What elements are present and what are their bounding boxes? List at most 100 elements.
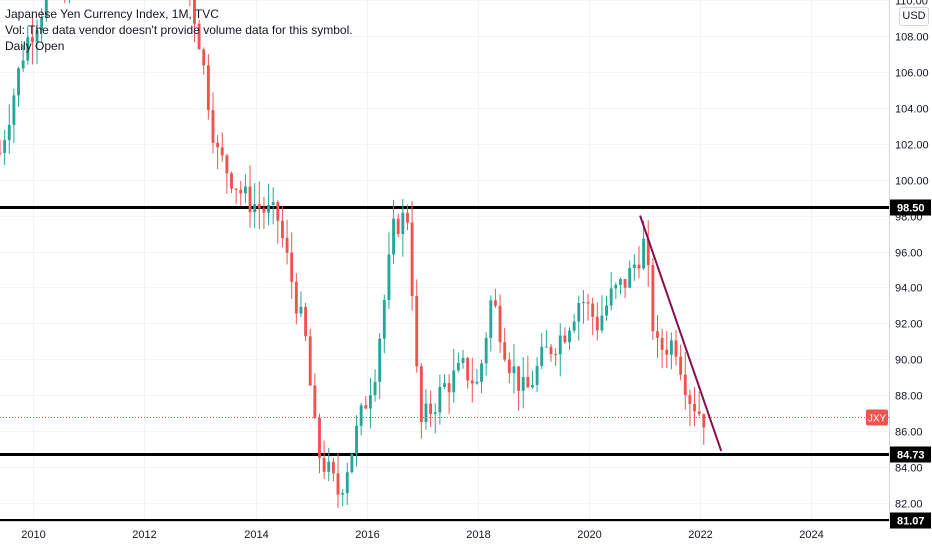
candle-body: [17, 68, 20, 96]
candle-body: [433, 412, 437, 414]
symbol-tag-bg: [866, 409, 888, 426]
candle-body: [549, 346, 553, 355]
candle-body: [350, 453, 354, 473]
candle-body: [526, 377, 530, 388]
candle-body: [322, 457, 326, 472]
chart-legend: Japanese Yen Currency Index, 1M, TVC Vol…: [5, 6, 353, 54]
candle-body: [600, 315, 604, 331]
price-tick-label: 106.00: [895, 68, 929, 80]
candle-body: [341, 493, 345, 495]
candle-body: [392, 218, 396, 255]
time-tick-label: 2014: [244, 529, 268, 541]
candle-body: [456, 362, 460, 371]
candle-body: [243, 186, 247, 194]
volume-note: Vol: The data vendor doesn't provide vol…: [5, 23, 353, 37]
candle-body: [660, 337, 664, 350]
price-axis[interactable]: 82.00 84.00 86.00 88.00 90.00 92.00 94.00 96.00…: [889, 0, 932, 550]
candle-body: [364, 405, 368, 409]
candle-body: [410, 222, 414, 297]
level-label-bg: [890, 512, 931, 529]
candle-body: [406, 212, 409, 223]
time-tick-label: 2024: [799, 529, 823, 541]
price-tick-label: 108.00: [895, 32, 929, 44]
candle-body: [345, 472, 349, 494]
level-label-bg: [890, 199, 931, 216]
candle-body: [540, 346, 544, 366]
candle-body: [614, 284, 618, 289]
symbol-tag: JXY: [866, 409, 888, 426]
chart-title: Japanese Yen Currency Index, 1M, TVC: [5, 7, 219, 21]
candle-body: [248, 186, 252, 213]
candle-body: [267, 204, 270, 213]
candle-body: [646, 238, 650, 266]
candle-body: [3, 140, 7, 153]
candle-body: [359, 405, 363, 426]
price-tick-label: 96.00: [895, 248, 923, 260]
candle-body: [642, 238, 646, 269]
candle-body: [401, 212, 405, 235]
candle-body: [665, 349, 669, 355]
candle-body: [693, 403, 696, 412]
candle-body: [503, 342, 507, 360]
candle-body: [443, 383, 446, 387]
candle-body: [211, 110, 215, 143]
candle-body: [498, 305, 502, 343]
currency-button[interactable]: USD: [899, 7, 929, 26]
time-tick-label: 2012: [132, 529, 156, 541]
candle-body: [271, 202, 275, 205]
time-tick-label: 2016: [355, 529, 379, 541]
candle-body: [294, 281, 298, 314]
level-label: 84.73: [897, 450, 925, 462]
candle-body: [12, 95, 16, 125]
price-tick-label: 94.00: [895, 283, 923, 295]
candle-body: [609, 288, 613, 306]
candle-body: [531, 384, 534, 388]
candle-body: [461, 357, 465, 363]
candle-body: [220, 147, 224, 156]
candle-body: [493, 300, 497, 306]
candle-body: [656, 331, 659, 338]
candle-body: [568, 330, 571, 343]
candle-body: [378, 338, 382, 382]
candle-body: [535, 365, 539, 385]
time-axis[interactable]: 2010 2012 2014 2016 2018 2020 2022 2024: [0, 521, 889, 542]
candle-body: [688, 395, 692, 404]
candle-body: [313, 385, 317, 418]
candle-body: [591, 303, 595, 317]
candle-body: [308, 336, 312, 386]
candle-body: [355, 425, 358, 454]
candle-body: [225, 155, 229, 174]
candle-body: [206, 65, 210, 111]
candle-body: [40, 17, 44, 30]
candle-body: [276, 202, 280, 221]
candle-body: [447, 383, 451, 393]
price-tick-label: 90.00: [895, 355, 923, 367]
candle-body: [21, 60, 25, 69]
candle-body: [702, 414, 706, 428]
time-tick-label: 2010: [21, 529, 45, 541]
candle-body: [554, 354, 558, 356]
candle-body: [581, 302, 585, 304]
candle-body: [257, 204, 261, 209]
price-tick-label: 88.00: [895, 391, 923, 403]
candle-body: [619, 279, 622, 285]
candle-body: [230, 173, 233, 189]
price-tick-label: 86.00: [895, 427, 923, 439]
price-tick-label: 102.00: [895, 140, 929, 152]
candle-body: [424, 403, 428, 423]
price-tick-label: 110.00: [895, 0, 928, 8]
candle-body: [669, 340, 673, 355]
candlesticks: [0, 0, 706, 508]
candle-body: [697, 411, 701, 415]
price-tick-label: 84.00: [895, 463, 923, 475]
candle-body: [396, 218, 400, 235]
candle-body: [331, 461, 335, 474]
level-label: 98.50: [897, 203, 925, 215]
candle-body: [26, 37, 30, 61]
candle-body: [285, 237, 289, 253]
candle-body: [572, 321, 576, 331]
price-tick-label: 104.00: [895, 104, 929, 116]
time-tick-label: 2020: [577, 529, 601, 541]
candle-body: [327, 461, 331, 472]
